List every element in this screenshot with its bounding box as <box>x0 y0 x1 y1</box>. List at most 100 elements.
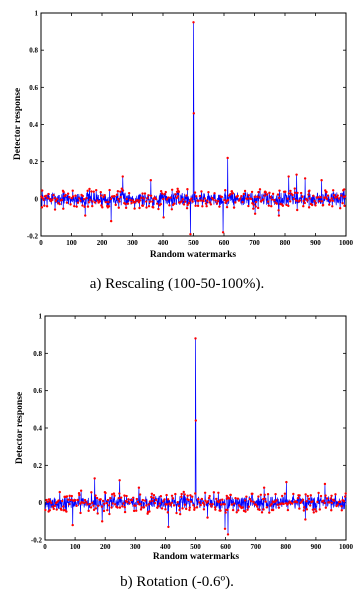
data-point <box>116 506 119 509</box>
data-point <box>154 498 158 502</box>
data-point <box>298 507 301 510</box>
data-point <box>305 500 308 503</box>
data-point <box>148 500 152 503</box>
data-point <box>293 187 296 190</box>
data-point <box>316 500 319 504</box>
data-point <box>107 205 111 208</box>
data-point <box>180 200 183 203</box>
x-tick-label: 400 <box>158 239 169 247</box>
data-point <box>170 208 174 211</box>
data-point <box>292 492 295 496</box>
data-point <box>224 189 227 192</box>
data-point <box>298 494 301 497</box>
data-point <box>264 191 267 194</box>
data-point <box>318 508 322 511</box>
data-point <box>337 197 341 200</box>
data-point <box>106 508 109 512</box>
data-point <box>75 205 78 208</box>
data-point <box>231 508 235 512</box>
data-point <box>141 204 145 207</box>
data-point <box>118 492 121 495</box>
data-point <box>90 190 93 193</box>
data-point <box>42 198 45 202</box>
data-point <box>307 497 311 501</box>
data-point <box>100 520 104 523</box>
data-point <box>302 199 305 203</box>
data-point <box>134 200 137 204</box>
data-point <box>53 504 57 508</box>
data-point <box>92 508 96 512</box>
data-point <box>48 197 52 201</box>
data-point <box>212 198 215 201</box>
data-point <box>248 497 252 501</box>
data-point <box>159 202 163 206</box>
data-point <box>91 200 94 203</box>
data-point <box>268 511 271 514</box>
data-point <box>314 201 318 205</box>
data-point <box>81 194 84 198</box>
data-point <box>124 202 127 206</box>
data-point <box>199 503 202 507</box>
data-point <box>304 493 307 496</box>
data-point <box>231 192 235 195</box>
data-point <box>247 204 250 208</box>
data-point <box>58 490 61 494</box>
data-point <box>254 200 258 204</box>
data-point <box>168 204 171 207</box>
data-point <box>244 510 247 513</box>
data-point <box>192 112 196 115</box>
data-point <box>312 194 315 197</box>
data-point <box>200 497 204 501</box>
data-point <box>335 195 338 199</box>
x-tick-label: 100 <box>66 239 77 247</box>
data-point <box>117 496 120 500</box>
y-tick-label: 0.8 <box>33 350 42 358</box>
data-point <box>206 500 210 503</box>
x-tick-label: 700 <box>249 239 260 247</box>
data-point <box>121 189 125 192</box>
data-point <box>196 204 200 208</box>
data-point <box>127 498 130 501</box>
data-point <box>117 206 120 209</box>
data-point <box>163 498 166 501</box>
data-point <box>135 509 138 512</box>
data-point <box>324 494 327 497</box>
data-point <box>323 482 327 486</box>
data-point <box>249 197 253 201</box>
data-point <box>252 207 255 210</box>
data-point <box>123 506 126 509</box>
data-point <box>186 203 189 207</box>
data-point <box>96 512 99 515</box>
data-point <box>99 190 102 194</box>
data-point <box>278 196 281 200</box>
data-point <box>104 491 107 495</box>
data-point <box>301 195 304 198</box>
data-point <box>189 500 193 503</box>
data-point <box>141 192 144 195</box>
data-point <box>242 192 246 196</box>
data-point <box>164 508 167 511</box>
data-point <box>149 179 152 182</box>
data-point <box>187 498 190 502</box>
data-point <box>285 480 288 484</box>
x-tick-label: 900 <box>310 239 321 247</box>
x-tick-label: 800 <box>280 239 291 247</box>
data-point <box>119 190 122 193</box>
data-point <box>153 501 157 505</box>
data-point <box>328 501 331 504</box>
data-point <box>320 200 324 203</box>
data-point <box>45 205 49 208</box>
data-point <box>71 523 74 527</box>
data-point <box>310 203 314 207</box>
data-point <box>324 506 328 509</box>
data-point <box>328 203 331 206</box>
data-point <box>295 199 298 202</box>
data-point <box>182 490 185 494</box>
data-point <box>51 198 54 201</box>
x-tick-label: 100 <box>70 543 81 551</box>
data-point <box>243 499 247 502</box>
data-point <box>124 206 128 210</box>
data-point <box>132 509 136 513</box>
data-point <box>165 503 169 506</box>
data-point <box>267 204 271 207</box>
